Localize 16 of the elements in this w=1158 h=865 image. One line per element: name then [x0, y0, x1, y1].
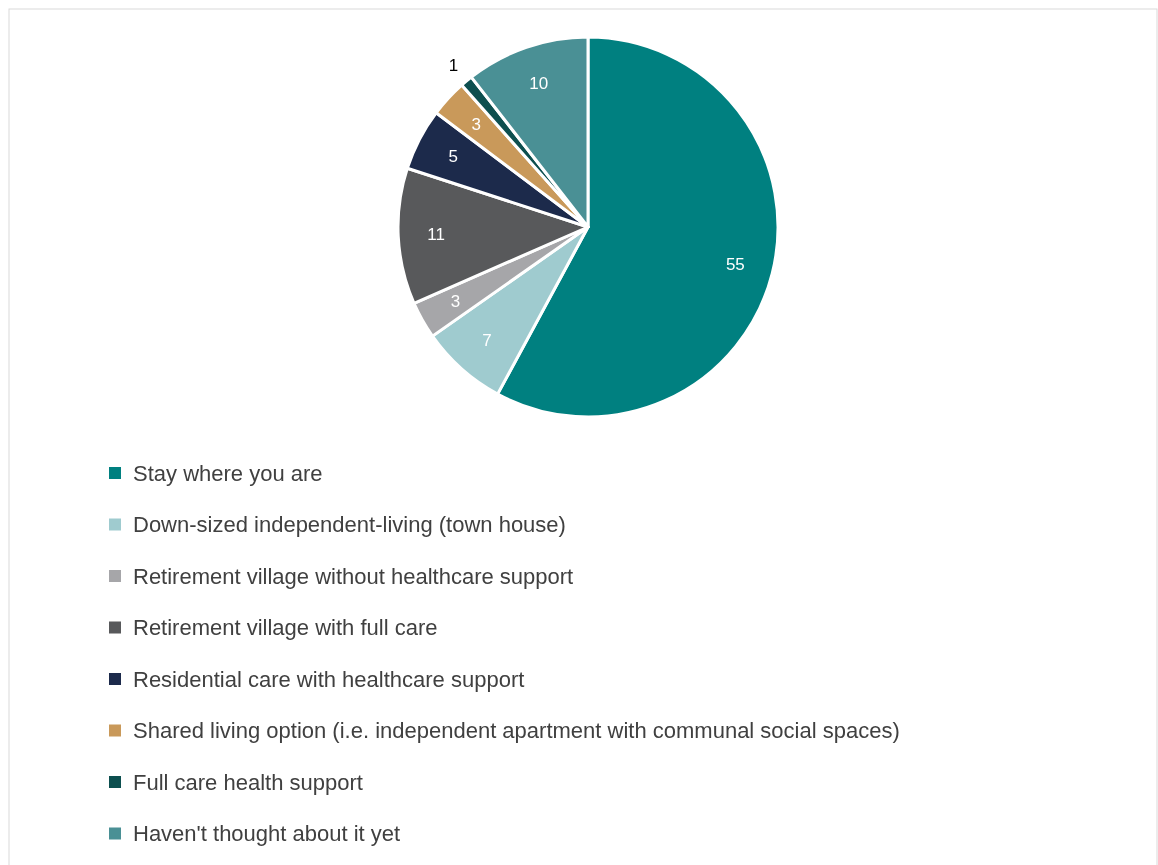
- legend-label: Shared living option (i.e. independent apartment with communal social spaces): [133, 718, 900, 743]
- data-label: 5: [448, 147, 458, 167]
- data-label: 11: [427, 225, 446, 245]
- legend-label: Down-sized independent-living (town house): [133, 512, 566, 537]
- data-label: 55: [725, 254, 745, 274]
- legend-label: Retirement village without healthcare support: [133, 563, 574, 589]
- legend-label: Haven't thought about it yet: [133, 821, 401, 846]
- legend-label: Full care health support: [133, 769, 363, 795]
- legend-label: Stay where you are: [133, 460, 323, 486]
- legend-label: Retirement village with full care: [133, 615, 438, 640]
- data-label: 1: [448, 56, 459, 76]
- data-label: 7: [482, 331, 492, 351]
- legend-label: Residential care with healthcare support: [133, 666, 525, 692]
- data-label: 3: [471, 114, 481, 134]
- data-label: 10: [529, 73, 549, 93]
- data-label: 3: [450, 292, 461, 312]
